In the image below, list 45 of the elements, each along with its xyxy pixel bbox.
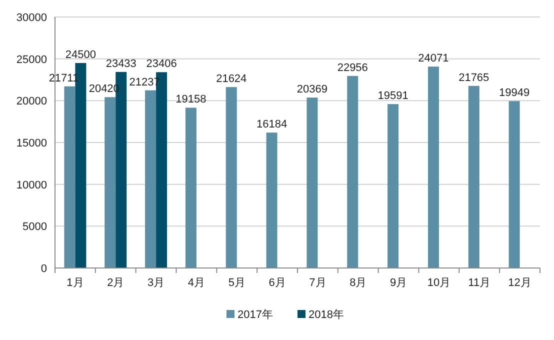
bar xyxy=(306,98,318,268)
legend-label: 2017年 xyxy=(238,309,273,321)
bar xyxy=(104,97,116,268)
data-label: 20369 xyxy=(296,84,328,96)
bar xyxy=(428,66,439,268)
bar xyxy=(468,86,480,268)
y-tick-label: 10000 xyxy=(16,179,47,192)
y-tick-label: 20000 xyxy=(16,96,47,108)
data-label: 22956 xyxy=(337,62,368,74)
x-tick-label: 9月 xyxy=(390,277,408,289)
x-tick-label: 4月 xyxy=(188,277,206,289)
bar xyxy=(145,90,156,268)
bar xyxy=(266,132,278,268)
data-label: 19949 xyxy=(498,87,530,100)
bar xyxy=(185,108,196,268)
data-label: 19158 xyxy=(176,94,206,106)
x-tick-label: 8月 xyxy=(350,277,367,289)
y-tick-label: 30000 xyxy=(16,12,47,24)
bar xyxy=(226,87,237,268)
x-tick-label: 1月 xyxy=(66,277,84,289)
data-label: 24500 xyxy=(65,49,96,62)
y-tick-label: 15000 xyxy=(16,138,47,150)
data-label: 21624 xyxy=(216,73,247,86)
x-tick-label: 12月 xyxy=(508,277,532,289)
data-label: 24071 xyxy=(418,52,449,65)
data-label: 21765 xyxy=(458,72,490,84)
y-tick-label: 5000 xyxy=(22,221,47,234)
x-tick-label: 3月 xyxy=(147,277,165,289)
y-tick-label: 25000 xyxy=(16,54,47,66)
data-label: 23433 xyxy=(106,58,136,70)
bar xyxy=(64,86,76,268)
x-tick-label: 6月 xyxy=(268,277,286,289)
data-label: 19591 xyxy=(378,90,408,102)
x-tick-label: 10月 xyxy=(427,277,451,289)
bar xyxy=(347,76,358,268)
x-tick-label: 11月 xyxy=(468,277,491,289)
x-tick-label: 2月 xyxy=(107,277,124,289)
data-label: 16184 xyxy=(256,118,288,131)
bar xyxy=(388,104,399,268)
x-tick-label: 5月 xyxy=(228,277,246,289)
legend-label: 2018年 xyxy=(308,309,344,321)
y-tick-label: 0 xyxy=(40,263,47,275)
data-label: 23406 xyxy=(146,58,177,70)
bar xyxy=(508,101,520,268)
x-tick-label: 7月 xyxy=(309,277,326,289)
